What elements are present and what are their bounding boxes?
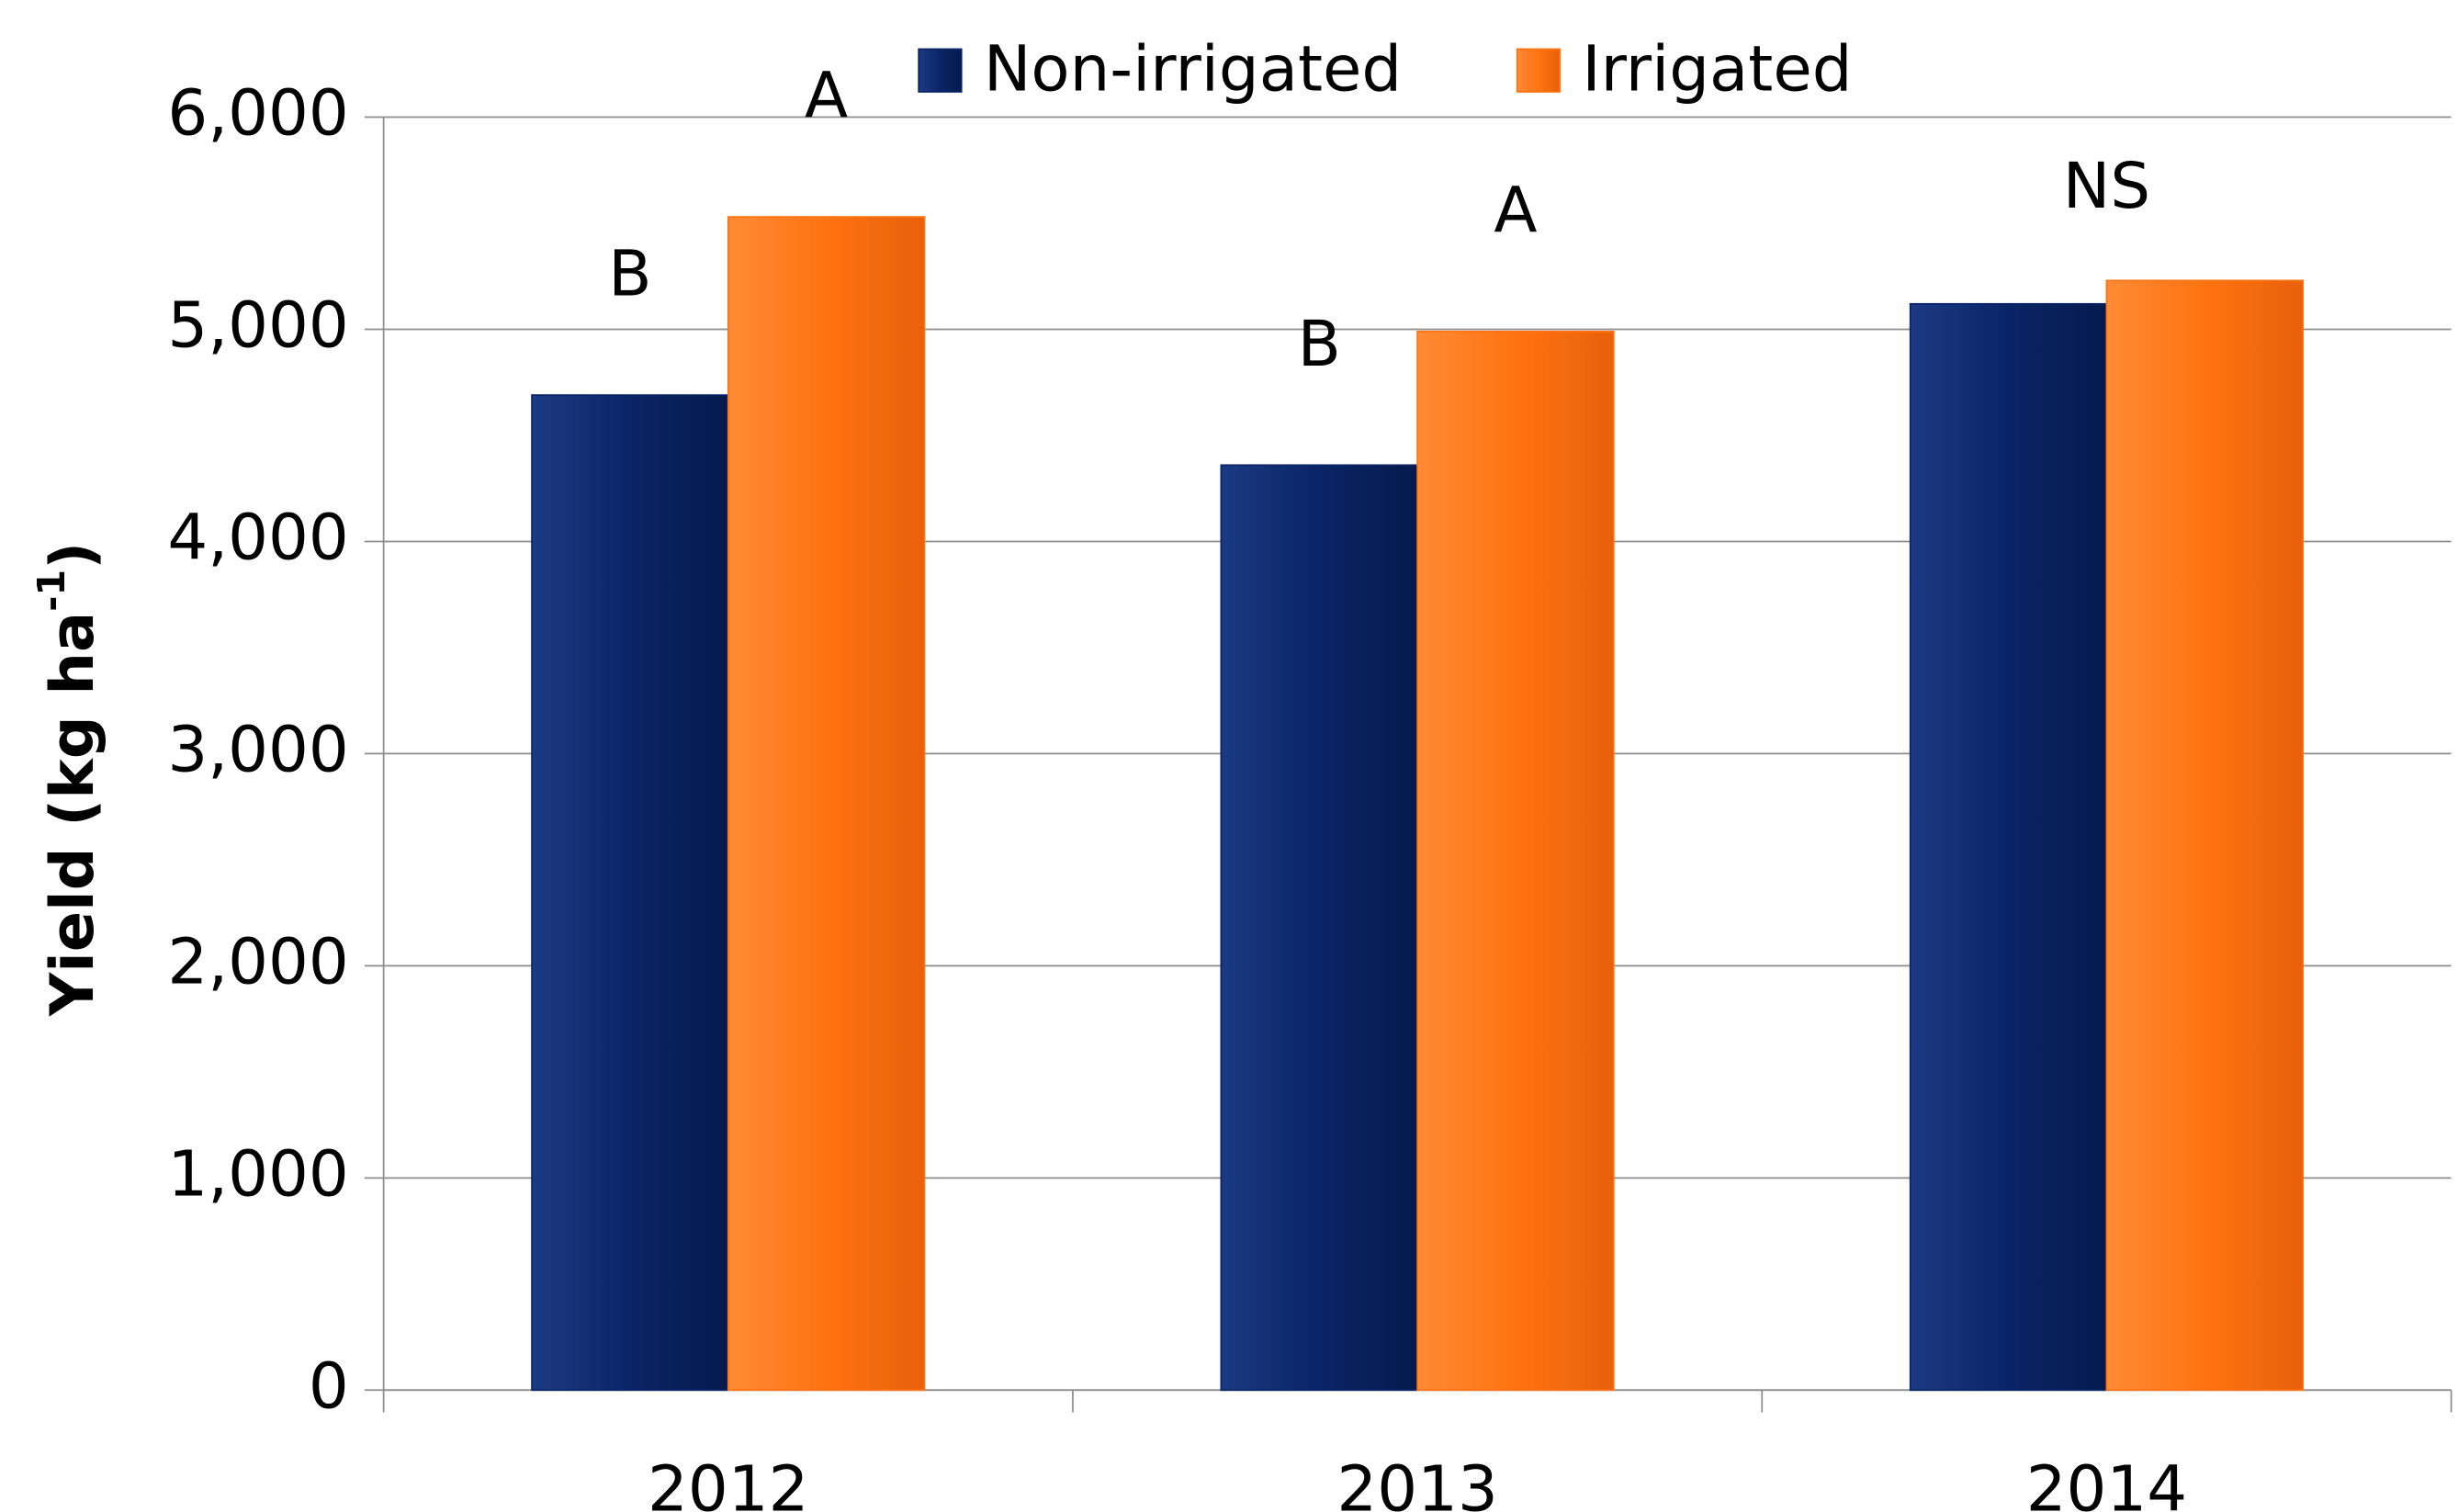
annotation: NS: [2063, 150, 2150, 223]
y-tick-label: 3,000: [167, 713, 348, 786]
y-tick-label: 0: [309, 1349, 349, 1423]
y-tick-label: 2,000: [167, 925, 348, 999]
bar: [531, 394, 729, 1392]
x-tick-label: 2012: [648, 1452, 808, 1512]
bar: [1909, 302, 2108, 1392]
annotation: A: [805, 60, 848, 133]
x-tick-label: 2013: [1336, 1452, 1497, 1512]
y-axis-label-end: ): [38, 542, 107, 570]
annotation: A: [1494, 174, 1537, 247]
annotation: B: [1298, 308, 1341, 381]
x-tick-label: 2014: [2026, 1452, 2187, 1512]
y-tick-label: 1,000: [167, 1137, 348, 1211]
y-axis-label: Yield (kg ha-1): [29, 542, 107, 1017]
legend-swatch: [1516, 48, 1562, 93]
bar: [727, 216, 926, 1392]
y-axis-label-text: Yield (kg ha: [38, 612, 107, 1017]
y-tick-label: 4,000: [167, 501, 348, 574]
bar: [1416, 330, 1615, 1392]
legend-swatch: [918, 48, 963, 93]
legend-label: Irrigated: [1582, 32, 1852, 106]
bar: [1220, 464, 1418, 1392]
annotation: B: [608, 238, 651, 311]
y-tick-label: 5,000: [167, 289, 348, 363]
legend-label: Non-irrigated: [984, 32, 1402, 106]
bar: [2105, 279, 2305, 1392]
y-axis-label-sup: -1: [29, 570, 73, 612]
y-tick-label: 6,000: [167, 77, 348, 151]
